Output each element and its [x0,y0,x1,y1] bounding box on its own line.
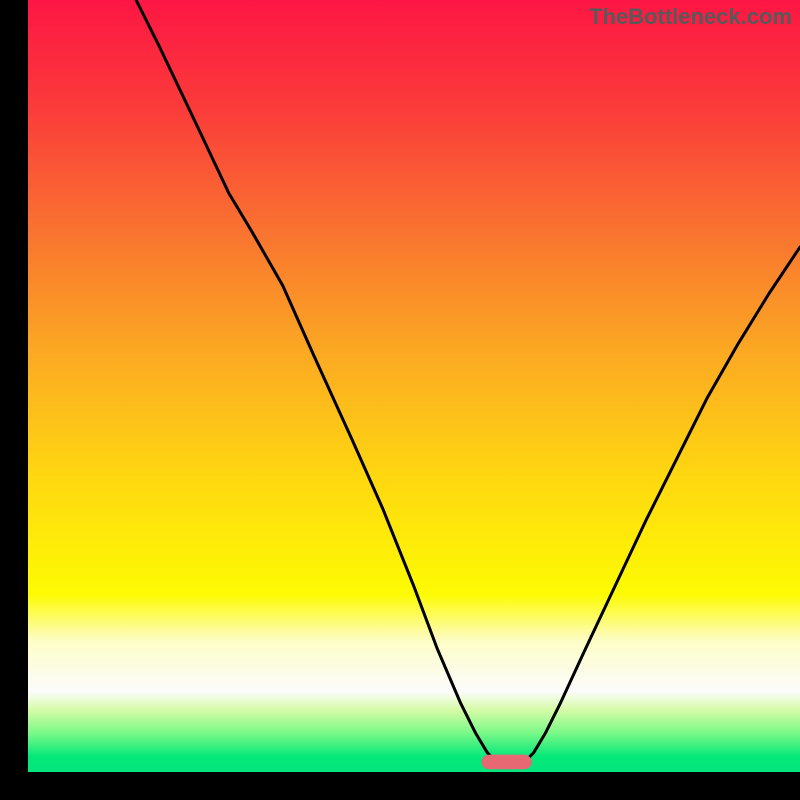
chart-canvas [28,0,800,772]
gradient-background [28,0,800,772]
watermark-text: TheBottleneck.com [589,4,792,30]
optimal-marker [482,755,532,770]
